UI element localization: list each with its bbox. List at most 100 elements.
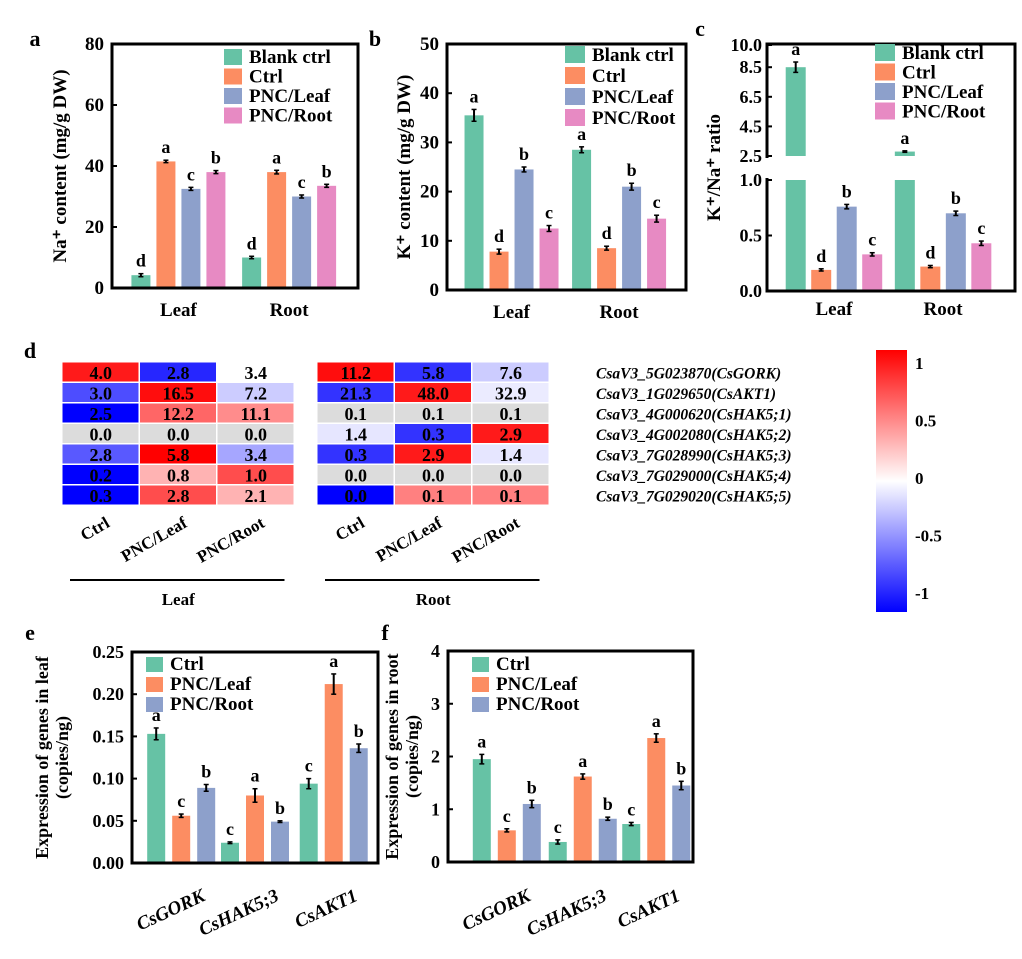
heatmap-value: 0.8 <box>167 466 190 486</box>
heatmap-value: 0.2 <box>90 466 113 486</box>
heatmap-cell <box>62 424 139 443</box>
y-tick-label: 50 <box>420 34 439 55</box>
y-axis-label: K⁺/Na⁺ ratio <box>704 114 725 221</box>
y-tick-label: 0.0 <box>740 281 763 301</box>
legend-label: PNC/Leaf <box>249 86 331 107</box>
bar <box>242 257 262 288</box>
axis-break <box>764 158 772 178</box>
heatmap-value: 0.0 <box>245 425 268 445</box>
heatmap-cell <box>395 362 471 382</box>
heatmap-cell <box>62 485 139 505</box>
y-axis-label: Expression of genes in root <box>382 653 402 859</box>
heatmap-cell <box>472 403 549 423</box>
heatmap-row-label: CsaV3_7G029000(CsHAK5;4) <box>596 468 792 485</box>
bar <box>489 251 509 290</box>
heatmap-cell <box>317 465 394 484</box>
heatmap-cell <box>395 465 471 484</box>
significance-letter: a <box>791 39 800 59</box>
bar <box>522 803 541 862</box>
x-tick-label: Root <box>924 299 964 320</box>
legend-label: Ctrl <box>592 66 626 87</box>
bar <box>514 169 534 290</box>
bar <box>573 776 592 862</box>
bar <box>317 185 337 288</box>
heatmap-value: 0.3 <box>345 445 368 465</box>
legend-label: Ctrl <box>902 63 936 84</box>
plot-frame <box>130 650 380 865</box>
legend-swatch <box>146 677 163 692</box>
y-tick-label: 0 <box>430 280 440 301</box>
y-tick-label: 20 <box>85 217 104 238</box>
bar <box>894 180 915 291</box>
bar <box>324 684 343 863</box>
legend-swatch <box>565 88 585 105</box>
bar <box>299 783 318 863</box>
heatmap-value: 2.5 <box>90 404 113 424</box>
heatmap-value: 0.1 <box>345 404 368 424</box>
y-axis-label: Expression of genes in leaf <box>32 655 52 859</box>
legend-label: Blank ctrl <box>592 45 674 66</box>
heatmap-value: 0.3 <box>90 486 113 506</box>
bar <box>472 759 491 862</box>
legend-label: Blank ctrl <box>902 43 984 64</box>
y-tick-label: 0 <box>95 278 105 299</box>
y-tick-label: 6.5 <box>740 87 763 107</box>
bar <box>147 733 166 863</box>
heatmap-cell <box>472 444 549 464</box>
y-tick-label: 2.5 <box>740 146 763 166</box>
heatmap-cell <box>62 383 139 402</box>
significance-letter: a <box>470 86 479 106</box>
significance-letter: b <box>275 798 285 818</box>
y-axis-label: K⁺ content (mg/g DW) <box>394 75 415 260</box>
significance-letter: b <box>201 762 211 782</box>
legend-label: PNC/Leaf <box>592 87 674 108</box>
colorbar-tick-label: 0 <box>915 469 924 488</box>
y-tick-label: 60 <box>85 95 104 116</box>
heatmap-cell <box>217 465 294 484</box>
significance-letter: d <box>602 223 612 243</box>
heatmap-value: 5.8 <box>422 363 445 383</box>
bar <box>197 787 216 863</box>
colorbar <box>876 350 907 612</box>
significance-letter: c <box>868 230 876 250</box>
heatmap-cell <box>140 465 216 484</box>
heatmap-value: 0.1 <box>422 486 445 506</box>
legend-label: Ctrl <box>170 654 204 675</box>
legend-label: PNC/Root <box>592 108 676 129</box>
heatmap-cell <box>317 403 394 423</box>
heatmap-cell <box>317 444 394 464</box>
legend-swatch <box>875 102 895 120</box>
legend-swatch <box>146 657 163 672</box>
heatmap-cell <box>317 383 394 402</box>
bar <box>647 738 666 862</box>
heatmap-row-label: CsaV3_5G023870(CsGORK) <box>596 366 781 383</box>
heatmap-column-label: PNC/Root <box>449 513 523 567</box>
y-tick-label: 3 <box>431 694 440 714</box>
colorbar-tick-label: -0.5 <box>915 527 942 546</box>
x-tick-label: CsHAK5;3 <box>523 885 609 940</box>
heatmap-value: 3.0 <box>90 384 113 404</box>
heatmap-column-label: Ctrl <box>332 513 368 545</box>
heatmap-cell <box>62 362 139 382</box>
heatmap-value: 4.0 <box>90 363 113 383</box>
significance-letter: c <box>977 218 985 238</box>
heatmap-value: 0.0 <box>345 466 368 486</box>
heatmap-row-label: CsaV3_1G029650(CsAKT1) <box>596 386 776 403</box>
heatmap-value: 2.8 <box>167 363 190 383</box>
heatmap-cell <box>317 485 394 505</box>
significance-letter: a <box>161 137 170 157</box>
legend-swatch <box>472 657 489 672</box>
bar <box>539 228 559 290</box>
heatmap-value: 3.4 <box>245 445 268 465</box>
significance-letter: c <box>298 172 306 192</box>
bar <box>271 821 289 863</box>
legend-label: Ctrl <box>496 654 530 675</box>
bar <box>920 266 941 291</box>
legend-swatch <box>472 677 489 692</box>
y-tick-label: 0.20 <box>93 684 125 704</box>
x-tick-label: CsAKT1 <box>292 885 361 932</box>
significance-letter: a <box>578 751 587 771</box>
bar <box>131 275 151 288</box>
legend-swatch <box>224 49 242 65</box>
